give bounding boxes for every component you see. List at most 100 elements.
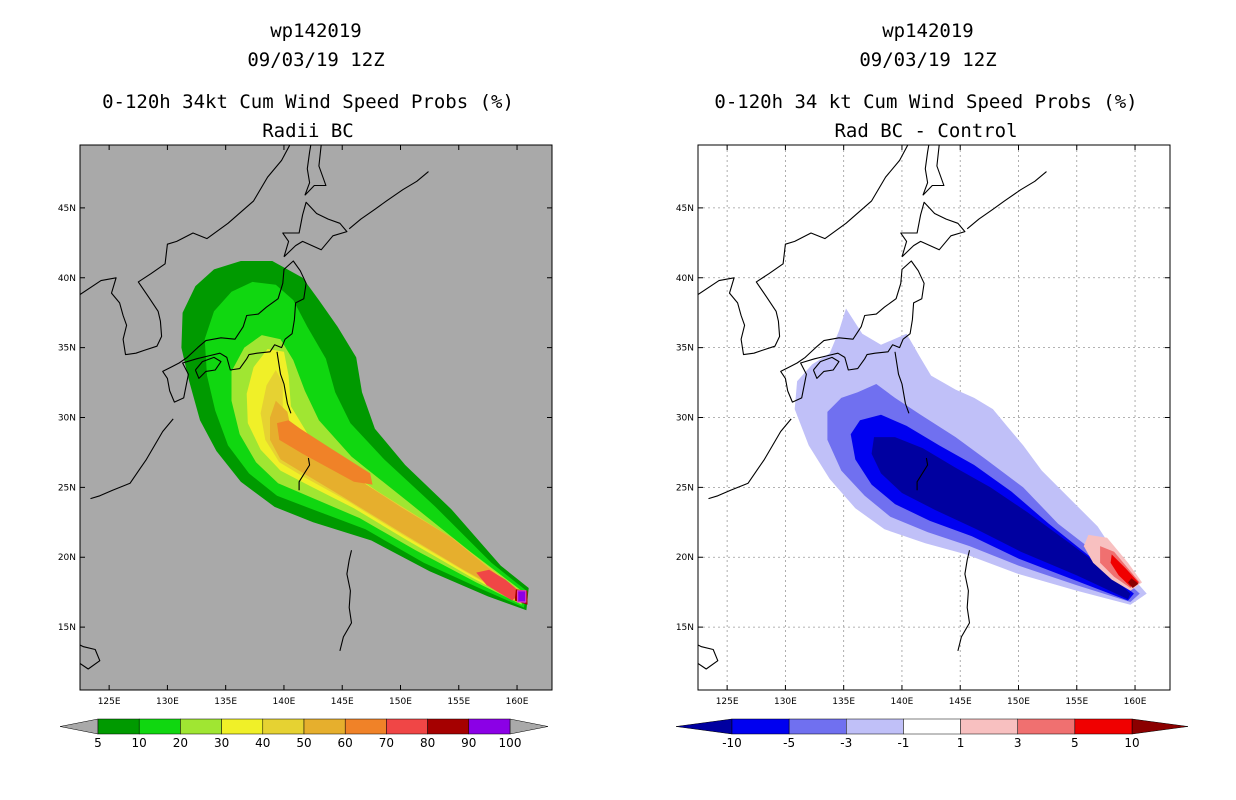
x-tick-label: 140E: [891, 697, 914, 707]
colorbar-label: 20: [173, 736, 188, 750]
colorbar-swatch: [731, 718, 790, 735]
colorbar-label: 80: [420, 736, 435, 750]
y-tick-label: 15N: [58, 623, 76, 633]
x-tick-label: 145E: [949, 697, 972, 707]
y-tick-label: 45N: [676, 204, 694, 214]
x-tick-label: 135E: [832, 697, 855, 707]
prob-contour-50: [270, 400, 519, 601]
colorbar-label: -10: [722, 736, 742, 750]
left-axis-ticks: 125E 130E 135E 140E 145E 150E 155E 160E 15N 20N 25…: [58, 145, 552, 707]
coastline-9: [80, 644, 101, 670]
right-dotted-grid: [698, 145, 1170, 690]
colorbar-label: 3: [1014, 736, 1022, 750]
x-tick-label: 125E: [716, 697, 739, 707]
x-tick-label: 155E: [447, 697, 470, 707]
coastline-12: [339, 550, 353, 652]
colorbar-swatch: [303, 718, 346, 735]
colorbar-label: -1: [897, 736, 909, 750]
colorbar-swatch: [788, 718, 847, 735]
coastline-4: [900, 201, 966, 258]
y-tick-label: 20N: [58, 553, 76, 563]
y-tick-label: 30N: [58, 414, 76, 424]
y-tick-label: 35N: [676, 344, 694, 354]
left-probability-contours: [181, 261, 529, 611]
colorbar-swatch: [1017, 718, 1076, 735]
colorbar-swatch: [138, 718, 181, 735]
y-tick-label: 40N: [676, 274, 694, 284]
x-tick-label: 160E: [1124, 697, 1147, 707]
prob-contour-60: [277, 420, 373, 485]
x-tick-label: 140E: [273, 697, 296, 707]
x-tick-label: 125E: [98, 697, 121, 707]
colorbar-swatch: [846, 718, 904, 735]
right-title-line-1: wp142019: [882, 20, 974, 42]
coastline-2: [780, 260, 925, 403]
coastline-1: [698, 145, 909, 356]
x-tick-label: 135E: [214, 697, 237, 707]
left-title-line-2: 09/03/19 12Z: [247, 49, 384, 71]
left-map-area: [80, 145, 529, 670]
right-difference-contours: [794, 308, 1147, 605]
y-tick-label: 20N: [676, 553, 694, 563]
coastline-7: [708, 418, 792, 500]
colorbar-low-tip: [675, 718, 733, 735]
colorbar-swatch: [1074, 718, 1133, 735]
x-tick-label: 130E: [774, 697, 797, 707]
colorbar-swatch: [221, 718, 264, 735]
prob-contour-70: [476, 569, 521, 601]
x-tick-label: 150E: [1007, 697, 1030, 707]
left-colorbar: 5 10 20 30 40 50 60 70 80 90 100: [59, 718, 549, 750]
right-title-line-3: 0-120h 34 kt Cum Wind Speed Probs (%): [714, 91, 1137, 113]
colorbar-label: -5: [783, 736, 795, 750]
colorbar-swatch: [903, 718, 961, 735]
colorbar-swatch: [427, 718, 470, 735]
y-tick-label: 40N: [58, 274, 76, 284]
coastline-11: [298, 457, 311, 491]
x-tick-label: 155E: [1065, 697, 1088, 707]
colorbar-label: 50: [296, 736, 311, 750]
right-axis-ticks: 125E 130E 135E 140E 145E 150E 155E 160E 15N 20N 25…: [676, 145, 1170, 707]
coastline-9: [698, 644, 719, 670]
coastline-12: [957, 550, 971, 652]
colorbar-swatch: [180, 718, 222, 735]
coastline-1: [80, 145, 291, 356]
x-tick-label: 160E: [506, 697, 529, 707]
colorbar-high-tip: [509, 718, 549, 735]
left-title-line-4: Radii BC: [262, 120, 354, 142]
y-tick-label: 35N: [58, 344, 76, 354]
colorbar-swatch: [262, 718, 305, 735]
x-tick-label: 130E: [156, 697, 179, 707]
colorbar-label: -3: [840, 736, 852, 750]
coastline-5: [922, 145, 945, 196]
right-panel: wp142019 09/03/19 12Z 0-120h 34 kt Cum W…: [675, 20, 1189, 750]
coastline-10: [276, 351, 292, 414]
colorbar-label: 10: [1124, 736, 1139, 750]
coastline-3: [194, 356, 222, 379]
diff-contour-positive-4: [1128, 578, 1139, 588]
coastline-3: [812, 356, 840, 379]
coastline-5: [304, 145, 327, 196]
coastline-11: [916, 457, 929, 491]
diff-contour-negative-4: [871, 437, 1131, 600]
colorbar-label: 5: [94, 736, 102, 750]
left-coastlines: [80, 145, 429, 670]
right-coastlines: [698, 145, 1047, 670]
left-title-line-3: 0-120h 34kt Cum Wind Speed Probs (%): [102, 91, 514, 113]
colorbar-swatch: [97, 718, 140, 735]
colorbar-label: 5: [1071, 736, 1079, 750]
right-title-line-2: 09/03/19 12Z: [859, 49, 996, 71]
coastline-2: [162, 260, 307, 403]
colorbar-high-tip: [1131, 718, 1189, 735]
y-tick-label: 30N: [676, 414, 694, 424]
y-tick-label: 45N: [58, 204, 76, 214]
colorbar-swatch: [960, 718, 1018, 735]
colorbar-label: 40: [255, 736, 270, 750]
x-tick-label: 150E: [389, 697, 412, 707]
y-tick-label: 25N: [58, 483, 76, 493]
colorbar-swatch: [468, 718, 511, 735]
colorbar-label: 10: [132, 736, 147, 750]
colorbar-label: 90: [461, 736, 476, 750]
x-tick-label: 145E: [331, 697, 354, 707]
left-title-line-1: wp142019: [270, 20, 362, 42]
right-map-area: [698, 145, 1170, 690]
